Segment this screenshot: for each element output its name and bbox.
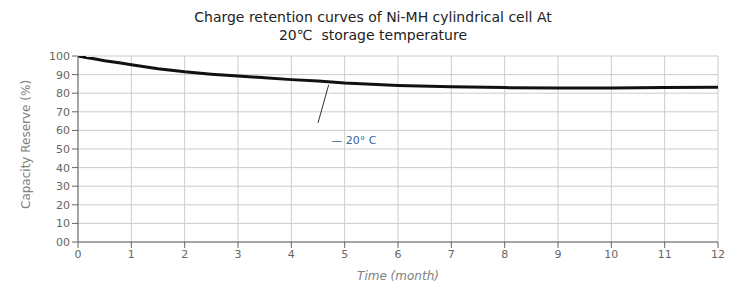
svg-text:4: 4 — [288, 248, 295, 261]
svg-text:7: 7 — [448, 248, 455, 261]
svg-text:8: 8 — [501, 248, 508, 261]
svg-text:60: 60 — [56, 124, 70, 137]
svg-text:1: 1 — [128, 248, 135, 261]
svg-text:90: 90 — [56, 69, 70, 82]
svg-text:Capacity Reserve (%): Capacity Reserve (%) — [19, 80, 33, 209]
svg-text:2: 2 — [181, 248, 188, 261]
html-text:Charge retention curves of Ni-: Charge retention curves of Ni-MH cylindr… — [194, 9, 552, 25]
svg-text:80: 80 — [56, 87, 70, 100]
svg-text:6: 6 — [395, 248, 402, 261]
svg-text:20: 20 — [56, 199, 70, 212]
svg-text:30: 30 — [56, 180, 70, 193]
svg-text:11: 11 — [658, 248, 672, 261]
svg-text:12: 12 — [711, 248, 725, 261]
svg-text:10: 10 — [604, 248, 618, 261]
svg-text:0: 0 — [75, 248, 82, 261]
svg-text:5: 5 — [341, 248, 348, 261]
svg-text:— 20° C: — 20° C — [331, 134, 376, 147]
html-text:20℃ storage temperature: 20℃ storage temperature — [279, 27, 467, 43]
svg-text:Time (month): Time (month) — [357, 269, 439, 283]
svg-text:40: 40 — [56, 162, 70, 175]
svg-text:100: 100 — [49, 50, 70, 63]
svg-text:10: 10 — [56, 217, 70, 230]
svg-text:70: 70 — [56, 106, 70, 119]
svg-text:9: 9 — [555, 248, 562, 261]
svg-text:50: 50 — [56, 143, 70, 156]
svg-text:3: 3 — [235, 248, 242, 261]
svg-text:00: 00 — [56, 236, 70, 249]
